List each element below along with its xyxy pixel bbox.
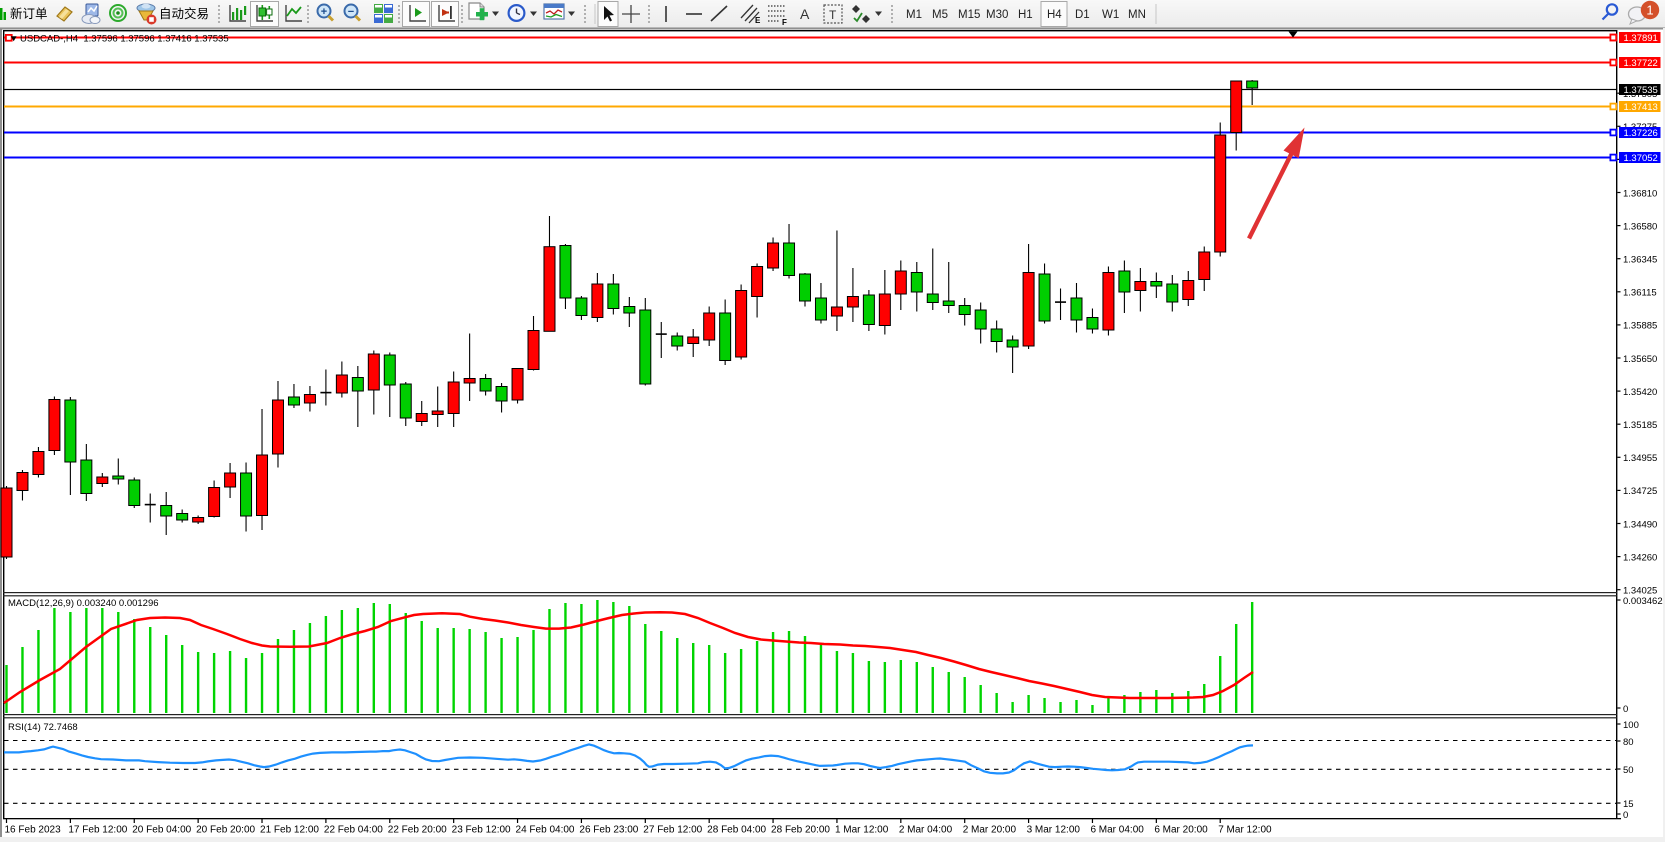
- svg-text:1.37413: 1.37413: [1624, 102, 1658, 113]
- svg-text:50: 50: [1623, 765, 1634, 776]
- svg-text:24 Feb 04:00: 24 Feb 04:00: [516, 825, 575, 836]
- svg-text:6 Mar 04:00: 6 Mar 04:00: [1090, 825, 1144, 836]
- svg-text:26 Feb 23:00: 26 Feb 23:00: [579, 825, 638, 836]
- svg-text:新订单: 新订单: [10, 6, 48, 21]
- svg-text:M15: M15: [958, 9, 980, 21]
- svg-text:28 Feb 20:00: 28 Feb 20:00: [771, 825, 830, 836]
- svg-text:28 Feb 04:00: 28 Feb 04:00: [707, 825, 766, 836]
- svg-text:100: 100: [1623, 720, 1639, 731]
- svg-text:自动交易: 自动交易: [159, 6, 209, 21]
- svg-text:+: +: [321, 6, 327, 18]
- svg-text:1: 1: [1646, 3, 1653, 18]
- svg-text:H1: H1: [1018, 9, 1033, 21]
- svg-text:20 Feb 04:00: 20 Feb 04:00: [132, 825, 191, 836]
- svg-text:RSI(14) 72.7468: RSI(14) 72.7468: [8, 722, 78, 733]
- svg-text:1 Mar 12:00: 1 Mar 12:00: [835, 825, 889, 836]
- svg-text:7 Mar 12:00: 7 Mar 12:00: [1218, 825, 1272, 836]
- svg-text:17 Feb 12:00: 17 Feb 12:00: [68, 825, 127, 836]
- svg-text:0.003462: 0.003462: [1623, 596, 1663, 607]
- svg-text:23 Feb 12:00: 23 Feb 12:00: [452, 825, 511, 836]
- svg-text:1.36810: 1.36810: [1623, 188, 1657, 199]
- svg-text:1.37722: 1.37722: [1624, 58, 1658, 69]
- svg-text:M1: M1: [906, 9, 922, 21]
- svg-text:2 Mar 04:00: 2 Mar 04:00: [899, 825, 953, 836]
- svg-text:22 Feb 04:00: 22 Feb 04:00: [324, 825, 383, 836]
- svg-text:W1: W1: [1102, 9, 1119, 21]
- svg-text:USDCAD-,H4 1.37596 1.37596 1.: USDCAD-,H4 1.37596 1.37596 1.37416 1.375…: [20, 34, 229, 45]
- svg-text:M5: M5: [932, 9, 948, 21]
- svg-text:21 Feb 12:00: 21 Feb 12:00: [260, 825, 319, 836]
- svg-text:T: T: [829, 8, 837, 22]
- svg-text:1.34260: 1.34260: [1623, 552, 1657, 563]
- svg-text:22 Feb 20:00: 22 Feb 20:00: [388, 825, 447, 836]
- svg-text:MN: MN: [1128, 9, 1146, 21]
- svg-text:1.35650: 1.35650: [1623, 354, 1657, 365]
- svg-text:80: 80: [1623, 737, 1634, 748]
- svg-text:1.34955: 1.34955: [1623, 453, 1657, 464]
- svg-text:F: F: [782, 18, 787, 27]
- svg-text:0: 0: [1623, 704, 1628, 715]
- svg-text:1.37535: 1.37535: [1624, 85, 1658, 96]
- svg-text:2 Mar 20:00: 2 Mar 20:00: [963, 825, 1017, 836]
- svg-text:M30: M30: [986, 9, 1008, 21]
- svg-text:20 Feb 20:00: 20 Feb 20:00: [196, 825, 255, 836]
- svg-text:6 Mar 20:00: 6 Mar 20:00: [1154, 825, 1208, 836]
- svg-text:E: E: [755, 16, 761, 25]
- svg-text:1.37052: 1.37052: [1624, 153, 1658, 164]
- svg-text:1.37226: 1.37226: [1624, 128, 1658, 139]
- svg-text:16 Feb 2023: 16 Feb 2023: [5, 825, 62, 836]
- svg-text:15: 15: [1623, 799, 1634, 810]
- svg-text:1.36345: 1.36345: [1623, 255, 1657, 266]
- svg-text:3 Mar 12:00: 3 Mar 12:00: [1027, 825, 1081, 836]
- svg-text:D1: D1: [1075, 9, 1090, 21]
- svg-text:1.34025: 1.34025: [1623, 586, 1657, 597]
- svg-text:1.35185: 1.35185: [1623, 420, 1657, 431]
- svg-text:1.37891: 1.37891: [1624, 33, 1658, 44]
- svg-text:0: 0: [1623, 810, 1628, 821]
- svg-text:1.34725: 1.34725: [1623, 486, 1657, 497]
- svg-text:1.35885: 1.35885: [1623, 321, 1657, 332]
- svg-text:H4: H4: [1047, 9, 1062, 21]
- svg-text:27 Feb 12:00: 27 Feb 12:00: [643, 825, 702, 836]
- svg-text:−: −: [348, 6, 354, 18]
- svg-text:1.35420: 1.35420: [1623, 387, 1657, 398]
- svg-text:1.36115: 1.36115: [1623, 288, 1657, 299]
- svg-text:A: A: [800, 6, 810, 22]
- svg-text:MACD(12,26,9) 0.003240 0.00129: MACD(12,26,9) 0.003240 0.001296: [8, 598, 159, 609]
- svg-text:1.36580: 1.36580: [1623, 221, 1657, 232]
- svg-text:1.34490: 1.34490: [1623, 519, 1657, 530]
